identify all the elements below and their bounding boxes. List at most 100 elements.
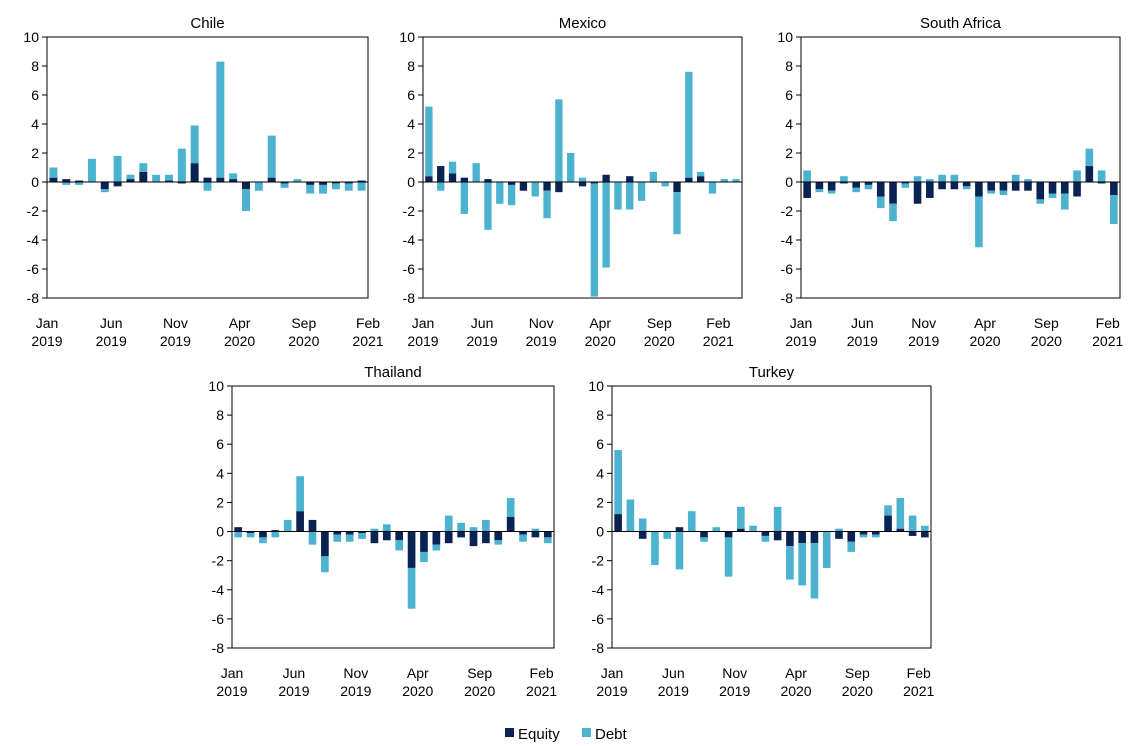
bar-debt [578, 177, 587, 182]
x-tick-label-year: 2020 [969, 333, 1000, 349]
bar-equity [908, 531, 917, 536]
bar-debt [651, 531, 659, 566]
bar-debt [507, 184, 516, 206]
x-tick-label-month: Feb [907, 665, 931, 681]
bar-debt [1085, 148, 1094, 167]
bar-equity [975, 182, 983, 197]
x-tick-label-year: 2020 [585, 333, 616, 349]
bar-debt [822, 531, 831, 568]
bar-equity [840, 182, 848, 184]
bar-debt [962, 186, 971, 190]
bar-debt [712, 527, 721, 532]
y-tick-label: 10 [208, 378, 224, 394]
y-tick-label: 4 [785, 116, 793, 132]
bar-equity [614, 514, 622, 532]
legend-label-debt: Debt [595, 726, 628, 743]
bar-debt [590, 183, 598, 297]
x-tick-label-year: 2021 [1092, 333, 1123, 349]
y-tick-label: -8 [781, 290, 794, 306]
y-tick-label: -4 [592, 582, 605, 598]
bar-equity [1085, 166, 1094, 182]
bar-debt [803, 170, 811, 182]
panel-title: Mexico [559, 15, 607, 32]
bar-debt [87, 158, 96, 182]
bar-debt [901, 183, 910, 188]
y-tick-label: 6 [31, 87, 39, 103]
bar-equity [113, 182, 122, 187]
bar-equity [407, 531, 416, 568]
bar-debt [216, 61, 225, 178]
bar-equity [203, 177, 212, 182]
bar-equity [432, 531, 441, 545]
y-tick-label: 2 [785, 145, 793, 161]
bar-debt [720, 179, 728, 182]
bar-debt [950, 174, 959, 182]
bar-equity [700, 531, 708, 538]
x-tick-label-year: 2019 [466, 333, 497, 349]
y-tick-label: -6 [27, 261, 40, 277]
bar-debt [49, 167, 58, 178]
bar-debt [724, 537, 733, 577]
bar-debt [1073, 170, 1081, 182]
y-tick-label: 2 [216, 494, 224, 510]
bar-debt [815, 189, 824, 193]
bar-equity [344, 182, 353, 184]
y-tick-label: 4 [407, 116, 415, 132]
bar-equity [216, 177, 225, 182]
x-tick-label-month: Feb [530, 665, 554, 681]
y-tick-label: 10 [23, 29, 39, 45]
bar-equity [602, 174, 610, 182]
bar-equity [555, 182, 563, 193]
bar-equity [229, 179, 238, 182]
bar-equity [1110, 182, 1118, 196]
plot-frame [422, 36, 743, 299]
x-tick-label-month: Apr [229, 315, 251, 331]
x-tick-label-month: Sep [845, 665, 870, 681]
bar-equity [921, 531, 929, 538]
bar-debt [567, 153, 575, 182]
bar-equity [1036, 182, 1045, 200]
bar-debt [687, 511, 696, 532]
bar-equity [482, 531, 490, 544]
bar-equity [803, 182, 811, 198]
bar-equity [852, 182, 861, 188]
bar-debt [358, 533, 366, 539]
bar-debt [357, 182, 366, 191]
x-tick-label-year: 2019 [908, 333, 939, 349]
x-tick-label-year: 2020 [402, 683, 433, 699]
bar-equity [177, 182, 186, 184]
bar-debt [626, 182, 634, 210]
bar-equity [62, 179, 71, 182]
x-tick-label-year: 2021 [526, 683, 557, 699]
x-tick-label-year: 2019 [96, 333, 127, 349]
bar-debt [296, 476, 304, 512]
bar-debt [1024, 179, 1032, 182]
y-tick-label: -4 [403, 232, 416, 248]
bar-debt [908, 515, 917, 532]
y-tick-label: -6 [403, 261, 416, 277]
bar-equity [999, 182, 1008, 191]
legend-label-equity: Equity [518, 726, 560, 743]
x-tick-label-month: Apr [407, 665, 429, 681]
x-tick-label-year: 2019 [526, 333, 557, 349]
x-tick-label-year: 2019 [658, 683, 689, 699]
x-tick-label-year: 2019 [278, 683, 309, 699]
bar-debt [675, 531, 684, 570]
y-tick-label: 8 [31, 58, 39, 74]
y-tick-label: 6 [596, 436, 604, 452]
y-tick-label: -4 [781, 232, 794, 248]
x-tick-label-year: 2019 [340, 683, 371, 699]
bar-debt [254, 182, 263, 191]
bar-equity [962, 182, 971, 187]
bar-debt [395, 540, 404, 551]
bar-debt [999, 190, 1008, 196]
bar-equity [1073, 182, 1081, 197]
bar-equity [913, 182, 922, 204]
bar-debt [484, 182, 492, 230]
bar-equity [267, 177, 276, 182]
bar-debt [425, 106, 433, 177]
y-tick-label: -8 [592, 640, 605, 656]
bar-debt [234, 531, 243, 538]
bar-equity [190, 163, 199, 182]
bar-debt [242, 189, 251, 211]
